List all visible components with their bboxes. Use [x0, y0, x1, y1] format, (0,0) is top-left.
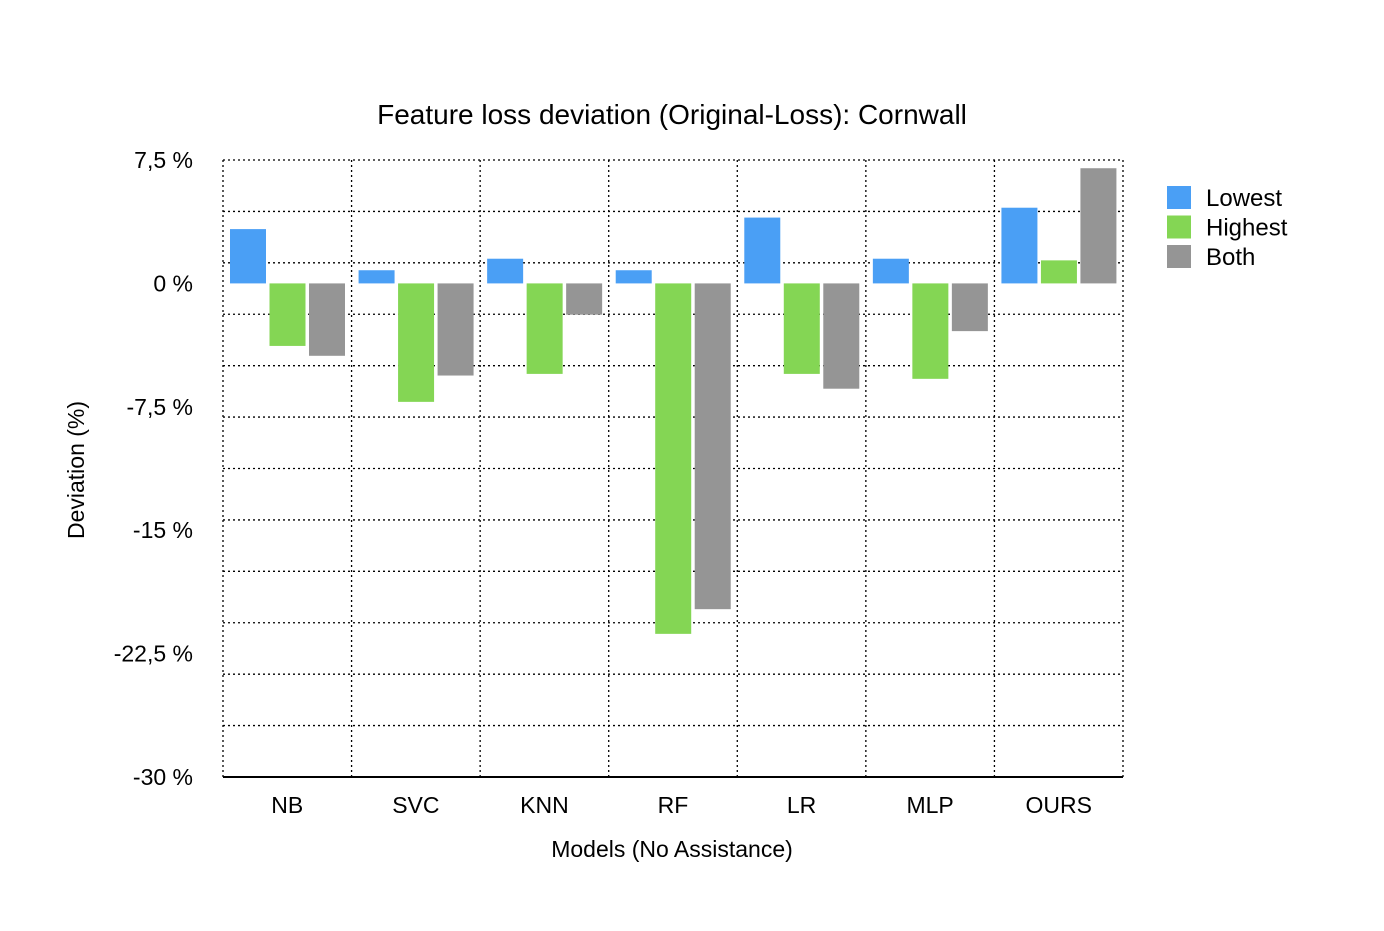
y-tick-label: -7,5 %	[127, 394, 193, 420]
x-tick-label: OURS	[1025, 792, 1091, 818]
y-tick-label: -22,5 %	[114, 641, 193, 667]
y-tick-label: -15 %	[133, 517, 193, 543]
bar-nb-lowest	[230, 229, 266, 284]
y-tick-label: 0 %	[153, 270, 193, 296]
x-axis-label: Models (No Assistance)	[551, 836, 793, 862]
y-axis-label: Deviation (%)	[63, 401, 89, 539]
legend-swatch-both	[1167, 245, 1191, 268]
tick-labels: NB SVC KNN RF LR MLP OURS 7,5 % 0 % -7,5 % -15 % -2…	[114, 147, 1092, 818]
y-tick-label: 7,5 %	[134, 147, 193, 173]
bar-rf-both	[694, 283, 731, 610]
bar-lr-both	[823, 283, 860, 389]
bar-lr-lowest	[744, 217, 781, 284]
bar-rf-lowest	[615, 270, 652, 284]
legend-swatch-highest	[1167, 215, 1191, 239]
bar-nb-highest	[269, 283, 306, 346]
bar-svc-lowest	[358, 270, 395, 284]
bar-ours-lowest	[1001, 207, 1038, 284]
bar-nb-both	[309, 283, 345, 356]
bar-ours-both	[1080, 168, 1117, 284]
bar-mlp-lowest	[872, 258, 909, 284]
chart-title: Feature loss deviation (Original-Loss): …	[377, 99, 967, 130]
bar-knn-both	[566, 283, 603, 315]
bar-ours-highest	[1040, 260, 1077, 284]
bar-mlp-both	[951, 283, 988, 332]
bar-svc-highest	[398, 283, 435, 402]
legend-label-highest: Highest	[1206, 215, 1288, 242]
bar-svc-both	[437, 283, 474, 376]
legend-label-lowest: Lowest	[1206, 185, 1282, 212]
bar-knn-highest	[526, 283, 563, 374]
x-tick-label: KNN	[520, 792, 569, 818]
x-tick-label: SVC	[392, 792, 439, 818]
bar-mlp-highest	[912, 283, 949, 379]
x-tick-label: LR	[787, 792, 816, 818]
x-tick-label: RF	[658, 792, 689, 818]
legend-swatch-lowest	[1167, 186, 1191, 209]
bar-lr-highest	[783, 283, 820, 374]
legend-label-both: Both	[1206, 244, 1255, 271]
bar-knn-lowest	[487, 258, 524, 284]
y-tick-label: -30 %	[133, 764, 193, 790]
bar-rf-highest	[655, 283, 692, 634]
x-tick-label: NB	[271, 792, 303, 818]
bars	[230, 168, 1117, 634]
x-tick-label: MLP	[906, 792, 953, 818]
